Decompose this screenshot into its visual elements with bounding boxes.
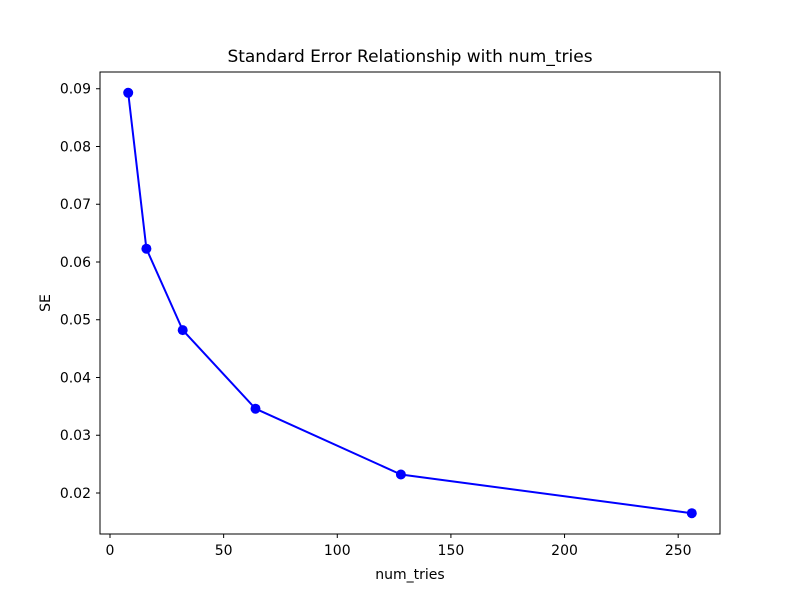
plot-border [99, 71, 721, 535]
series-line [127, 91, 693, 515]
y-axis-label: SE [38, 294, 54, 312]
x-axis-label: num_tries [375, 567, 444, 583]
y-tick-label: 0.03 [60, 428, 91, 444]
data-point-marker [250, 403, 261, 414]
y-tick-label: 0.08 [60, 139, 91, 155]
x-tick-label: 0 [106, 543, 115, 559]
data-point-marker [395, 469, 406, 480]
x-tick-label: 150 [438, 543, 465, 559]
data-series [123, 87, 697, 519]
y-tick-label: 0.06 [60, 255, 91, 271]
x-tick-label: 200 [551, 543, 578, 559]
y-tick-label: 0.05 [60, 313, 91, 329]
x-tick-label: 50 [215, 543, 233, 559]
data-point-marker [686, 508, 697, 519]
y-tick-label: 0.04 [60, 370, 91, 386]
y-tick-label: 0.09 [60, 82, 91, 98]
y-tick-label: 0.02 [60, 486, 91, 502]
data-point-marker [177, 325, 188, 336]
x-tick-label: 100 [324, 543, 351, 559]
y-axis-ticks: 0.02 0.03 0.04 0.05 0.06 0.07 0.08 0.09 [60, 82, 100, 502]
data-point-marker [123, 87, 134, 98]
x-tick-label: 250 [665, 543, 692, 559]
y-tick-label: 0.07 [60, 197, 91, 213]
data-point-marker [141, 243, 152, 254]
chart-title: Standard Error Relationship with num_tri… [227, 47, 592, 67]
x-axis-ticks: 0 50 100 150 200 250 [106, 534, 692, 559]
